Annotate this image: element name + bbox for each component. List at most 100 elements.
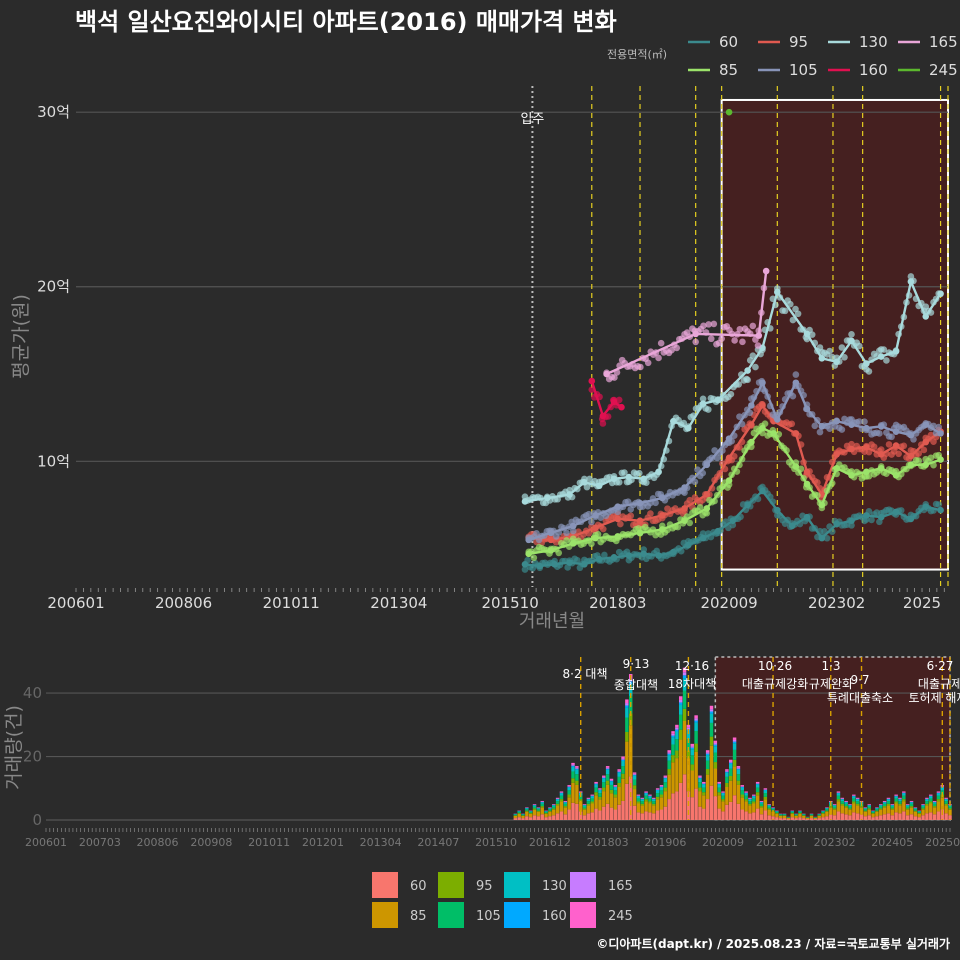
volume-bar-160 (571, 765, 575, 767)
volume-bar-95 (917, 813, 921, 814)
volume-bar-130 (867, 805, 871, 807)
volume-bar-130 (732, 743, 737, 750)
volume-bar-95 (929, 801, 933, 804)
volume-bar-245 (567, 785, 571, 787)
volume-bar-95 (740, 794, 745, 798)
volume-bar-85 (721, 801, 725, 812)
volume-policy-label: 1·3 (821, 659, 840, 673)
volume-bar-85 (944, 805, 948, 814)
price-point-165 (692, 338, 699, 346)
bottom-legend-label-130: 130 (542, 879, 567, 894)
legend-label-160: 160 (859, 61, 888, 79)
legend-label-165: 165 (929, 33, 958, 51)
volume-bar-85 (563, 807, 568, 815)
volume-policy-label: 대출규제 (918, 677, 960, 691)
volume-bar-60 (786, 819, 791, 820)
price-point-95 (895, 450, 902, 458)
volume-bar-130 (594, 784, 598, 788)
volume-bar-85 (736, 784, 741, 804)
volume-policy-label: 토허제 해제 (908, 691, 960, 705)
volume-bar-85 (702, 795, 706, 809)
volume-bar-95 (544, 813, 548, 814)
volume-bar-130 (932, 802, 937, 804)
volume-x-tick-label: 201803 (587, 836, 629, 849)
volume-bar-165 (575, 767, 579, 769)
volume-bar-165 (725, 770, 729, 772)
volume-bar-105 (586, 801, 591, 804)
volume-policy-label: 9·7 (850, 673, 869, 687)
volume-bar-95 (575, 780, 579, 785)
volume-bar-130 (852, 796, 856, 799)
volume-bar-105 (713, 752, 718, 763)
volume-bar-245 (617, 769, 621, 771)
volume-bar-105 (875, 809, 879, 811)
volume-bar-160 (605, 768, 610, 770)
price-point-105 (585, 510, 593, 518)
volume-bar-105 (832, 806, 837, 809)
volume-bar-130 (609, 781, 614, 785)
volume-bar-105 (717, 787, 721, 793)
volume-bar-85 (855, 805, 860, 814)
price-point-60 (601, 551, 608, 559)
price-point-130 (781, 307, 789, 315)
volume-bar-160 (590, 795, 594, 797)
volume-bar-95 (909, 806, 914, 808)
volume-bar-245 (671, 731, 675, 734)
volume-bar-130 (717, 784, 721, 788)
volume-bar-165 (613, 786, 618, 787)
price-point-130 (808, 331, 816, 338)
volume-bar-60 (759, 814, 764, 820)
volume-bar-60 (652, 813, 656, 820)
volume-bar-160 (644, 792, 648, 794)
volume-bar-95 (686, 750, 691, 759)
volume-bar-85 (532, 809, 537, 816)
volume-bar-85 (790, 813, 795, 818)
volume-bar-60 (640, 813, 644, 820)
volume-bar-105 (590, 798, 594, 802)
volume-bar-95 (905, 808, 910, 810)
volume-bar-130 (944, 799, 948, 802)
volume-bar-105 (871, 811, 875, 814)
volume-bar-85 (578, 801, 583, 812)
volume-bar-95 (682, 708, 687, 721)
volume-x-tick-label: 200601 (25, 836, 67, 849)
volume-bar-60 (694, 788, 698, 820)
volume-bar-85 (763, 799, 768, 811)
volume-bar-95 (709, 736, 714, 746)
volume-bar-130 (590, 796, 594, 799)
price-y-tick-label: 20억 (37, 278, 70, 296)
volume-bar-95 (809, 815, 814, 816)
volume-bar-245 (652, 797, 656, 799)
volume-bar-130 (544, 811, 548, 812)
volume-bar-160 (709, 711, 714, 714)
volume-bar-130 (640, 799, 644, 802)
volume-bar-60 (767, 815, 771, 820)
volume-bar-105 (909, 803, 914, 807)
volume-x-tick-label: 201510 (475, 836, 517, 849)
volume-bar-95 (605, 780, 610, 785)
volume-bar-245 (898, 797, 902, 799)
volume-bar-85 (921, 809, 925, 816)
volume-bar-95 (863, 810, 868, 812)
volume-bar-60 (721, 811, 725, 820)
volume-bar-130 (755, 784, 760, 788)
volume-bar-60 (817, 818, 821, 820)
volume-bar-95 (732, 759, 737, 767)
bottom-legend-key-130 (504, 872, 530, 898)
volume-bar-245 (559, 791, 564, 793)
volume-bar-165 (755, 783, 760, 784)
volume-bar-105 (528, 811, 533, 814)
volume-bar-245 (932, 800, 937, 802)
volume-bar-85 (590, 803, 594, 813)
price-point-130 (856, 342, 863, 350)
volume-bar-160 (567, 786, 571, 788)
volume-bar-85 (817, 815, 821, 819)
volume-bar-160 (736, 768, 741, 770)
volume-bar-60 (559, 811, 564, 820)
volume-bar-85 (525, 811, 529, 817)
volume-bar-95 (759, 806, 764, 808)
volume-bar-245 (840, 797, 845, 799)
volume-bar-130 (709, 713, 714, 723)
volume-bar-105 (836, 795, 841, 800)
